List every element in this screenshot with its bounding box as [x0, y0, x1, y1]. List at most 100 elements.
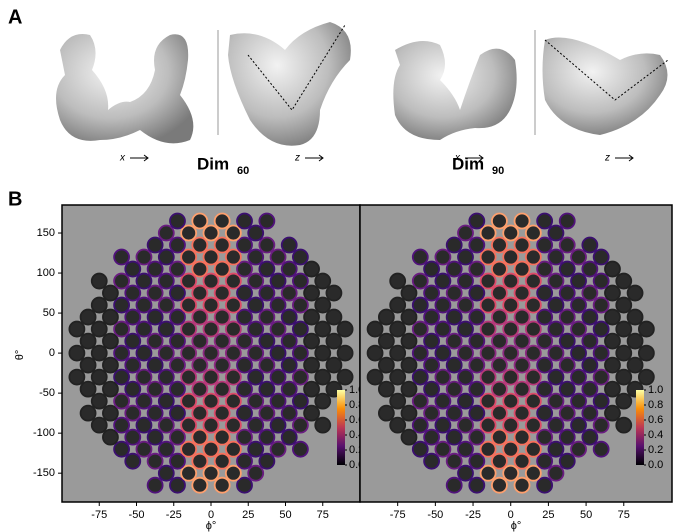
projection [479, 320, 497, 338]
projection [377, 308, 395, 326]
axis-label: z [294, 153, 300, 164]
projection [411, 272, 429, 290]
x-tick-label: 75 [317, 509, 329, 521]
projection [303, 404, 320, 422]
projection [547, 224, 565, 242]
projection [581, 308, 599, 326]
projection [169, 260, 186, 278]
projection [581, 428, 599, 446]
projection [79, 308, 97, 326]
projection [180, 320, 198, 338]
projection [457, 440, 474, 458]
projection [213, 404, 231, 422]
projection [502, 248, 520, 266]
projection [191, 332, 209, 350]
projection [513, 260, 531, 278]
projection [258, 332, 276, 350]
projection [146, 476, 164, 494]
projection [247, 248, 265, 266]
projection [113, 344, 130, 362]
projection [491, 284, 508, 302]
projection [90, 416, 108, 434]
projection [389, 344, 407, 362]
projection [615, 368, 633, 386]
projection [434, 344, 452, 362]
projection [626, 284, 644, 302]
structure-subscript: 60 [237, 165, 249, 177]
projection [79, 404, 97, 422]
projection [180, 248, 198, 266]
projection [491, 404, 508, 422]
projection [79, 332, 97, 350]
projection [457, 344, 474, 362]
projection [604, 332, 621, 350]
projection [423, 284, 440, 302]
projection [90, 392, 108, 410]
axis-arrow [615, 154, 634, 162]
y-tick-label: 50 [43, 307, 55, 319]
projection [558, 404, 576, 422]
projection [169, 212, 186, 230]
projection [146, 332, 164, 350]
projection [513, 380, 531, 398]
projection [102, 332, 119, 350]
projection [547, 392, 565, 410]
projection [604, 260, 621, 278]
projection [157, 368, 175, 386]
projection [191, 236, 209, 254]
projection [180, 368, 198, 386]
projection [457, 368, 474, 386]
projection [213, 380, 231, 398]
projection [191, 212, 209, 230]
projection [303, 284, 320, 302]
projection [90, 272, 108, 290]
projection [558, 356, 576, 374]
x-tick-label: 0 [208, 509, 214, 521]
projection [135, 368, 153, 386]
projection [411, 296, 429, 314]
projection [411, 248, 429, 266]
colorbar [337, 390, 345, 465]
projection [570, 440, 587, 458]
projection [491, 308, 508, 326]
projection [68, 368, 86, 386]
colorbar-tick-label: 0.2 [648, 444, 663, 456]
projection [269, 416, 287, 434]
projection [423, 332, 440, 350]
projection [202, 344, 220, 362]
projection [213, 284, 231, 302]
projection [303, 308, 320, 326]
projection [558, 332, 576, 350]
projection [135, 392, 153, 410]
projection [325, 356, 343, 374]
projection [124, 428, 142, 446]
panel-letter: A [8, 6, 22, 28]
projection [604, 356, 621, 374]
x-tick-label: 50 [580, 509, 592, 521]
structure-name: Dim [197, 154, 229, 173]
projection [423, 356, 440, 374]
projection [269, 440, 287, 458]
projection [79, 356, 97, 374]
projection [626, 332, 644, 350]
x-axis-label: ϕ° [206, 520, 217, 532]
projection [191, 284, 209, 302]
projection [303, 380, 320, 398]
projection [213, 476, 231, 494]
projection [236, 356, 253, 374]
projection [135, 440, 153, 458]
projection [269, 344, 287, 362]
projection [102, 356, 119, 374]
projection [434, 248, 452, 266]
projection [146, 236, 164, 254]
projection [236, 452, 253, 470]
projection [502, 224, 520, 242]
projection [502, 344, 520, 362]
projection [169, 284, 186, 302]
projection [423, 308, 440, 326]
projection [102, 308, 119, 326]
projection [558, 380, 576, 398]
projection [445, 476, 463, 494]
projection [124, 380, 142, 398]
projection [258, 404, 276, 422]
